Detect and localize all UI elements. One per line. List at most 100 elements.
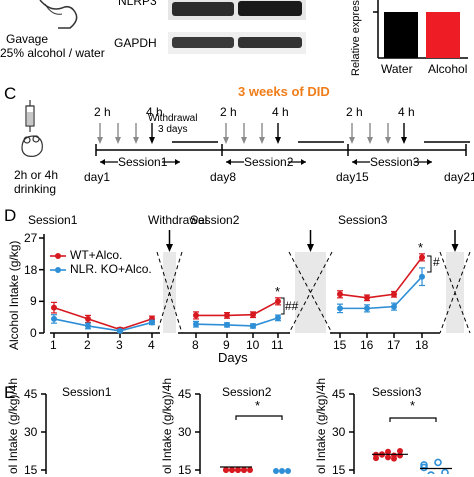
data-point [275, 314, 281, 321]
data-point [364, 305, 370, 312]
arrow-head [349, 137, 355, 144]
data-point [434, 458, 442, 467]
legend-marker [55, 267, 61, 273]
nlrp3-band-water [172, 2, 234, 16]
legend-label: WT+Alco. [70, 248, 123, 262]
significance-bracket [389, 417, 437, 422]
series-line [196, 300, 279, 317]
y-axis-label: ol Intake (g/kg)/4h [160, 377, 174, 474]
withdrawal-days-label: 3 days [158, 124, 188, 135]
data-point [224, 312, 230, 319]
data-point [193, 312, 199, 319]
series-line [339, 256, 423, 299]
significance-bracket [235, 415, 283, 420]
gavage-label: Gavage [6, 32, 49, 46]
withdrawal-label: Withdrawal [148, 213, 208, 227]
data-point [397, 452, 403, 459]
day-label-day1: day1 [84, 170, 111, 184]
nlrp3-band-alcohol [238, 1, 302, 16]
arrow-head [97, 137, 103, 144]
x-axis-label: Days [218, 350, 248, 365]
data-point [51, 315, 57, 322]
legend-marker [55, 253, 61, 259]
data-point [419, 254, 425, 261]
data-point [279, 468, 285, 474]
data-point [364, 294, 370, 301]
y-tick-label: 45 [332, 387, 346, 401]
arrow-head [401, 137, 407, 144]
panel-d-letter: D [4, 206, 17, 225]
data-point [51, 304, 57, 311]
gapdh-band-water [172, 37, 234, 48]
time-4h-label: 4 h [146, 105, 163, 119]
significance-star: * [255, 398, 261, 413]
data-point [385, 454, 391, 461]
data-point [250, 322, 256, 329]
data-point [337, 305, 343, 312]
time-2h-label: 2 h [346, 105, 363, 119]
arrow-head [223, 137, 229, 144]
data-point [250, 311, 256, 318]
y-tick-label: 30 [332, 425, 346, 439]
significance-hash: # [433, 255, 440, 269]
data-point [275, 298, 281, 305]
x-tick-label: 16 [360, 338, 374, 352]
y-axis-label: ol Intake (g/kg)/4h [314, 377, 328, 474]
data-point [117, 327, 123, 334]
data-point [397, 448, 403, 454]
arrow-head [149, 137, 155, 144]
withdrawal-label: Withdrawal [148, 113, 198, 124]
y-tick-label: 15 [332, 463, 346, 477]
data-point [337, 291, 343, 298]
data-point [391, 455, 397, 462]
data-point [223, 467, 229, 473]
bar-x-label-alcohol: Alcohol [428, 62, 468, 76]
data-point [224, 321, 230, 328]
x-tick-label: 3 [116, 338, 123, 352]
y-tick-label: 15 [24, 463, 38, 477]
data-point [420, 463, 428, 472]
y-tick-label: 30 [178, 425, 192, 439]
session-label: Session1 [118, 155, 168, 169]
data-point [229, 467, 235, 473]
arrow-head [367, 137, 373, 144]
y-tick-label: 45 [178, 387, 192, 401]
data-point [193, 321, 199, 328]
y-tick-label: 9 [30, 294, 37, 309]
series-line [53, 306, 153, 331]
data-point [85, 322, 91, 329]
data-point [241, 467, 247, 473]
y-tick-label: 0 [30, 326, 37, 340]
day-label-day21: day21 [444, 170, 474, 184]
y-tick-label: 45 [24, 387, 38, 401]
did-title: 3 weeks of DID [238, 84, 330, 99]
significance-double-hash: ## [285, 299, 299, 313]
arrow-head [133, 137, 139, 144]
session-title: Session3 [372, 385, 422, 399]
arrow-head [115, 137, 121, 144]
data-point [441, 468, 449, 474]
panel-c-letter: C [4, 84, 17, 103]
significance-star: * [418, 240, 424, 255]
x-tick-label: 11 [271, 338, 284, 352]
day-label-day8: day8 [210, 170, 237, 184]
day-label-day15: day15 [336, 170, 369, 184]
session-title: Session2 [190, 213, 240, 227]
syringe-icon [25, 100, 35, 132]
data-point [285, 468, 291, 474]
y-tick-label: 18 [24, 262, 38, 277]
gapdh-band-alcohol [238, 37, 302, 48]
arrow-head [259, 137, 265, 144]
bar-water [384, 12, 418, 58]
x-tick-label: 15 [333, 338, 347, 352]
arrow-head [275, 137, 281, 144]
y-tick-label: 27 [24, 231, 38, 245]
x-tick-label: 2 [84, 338, 91, 352]
data-point [385, 448, 391, 455]
mouse-icon [21, 135, 43, 157]
x-tick-label: 9 [223, 338, 230, 352]
session-title: Session3 [338, 213, 388, 227]
